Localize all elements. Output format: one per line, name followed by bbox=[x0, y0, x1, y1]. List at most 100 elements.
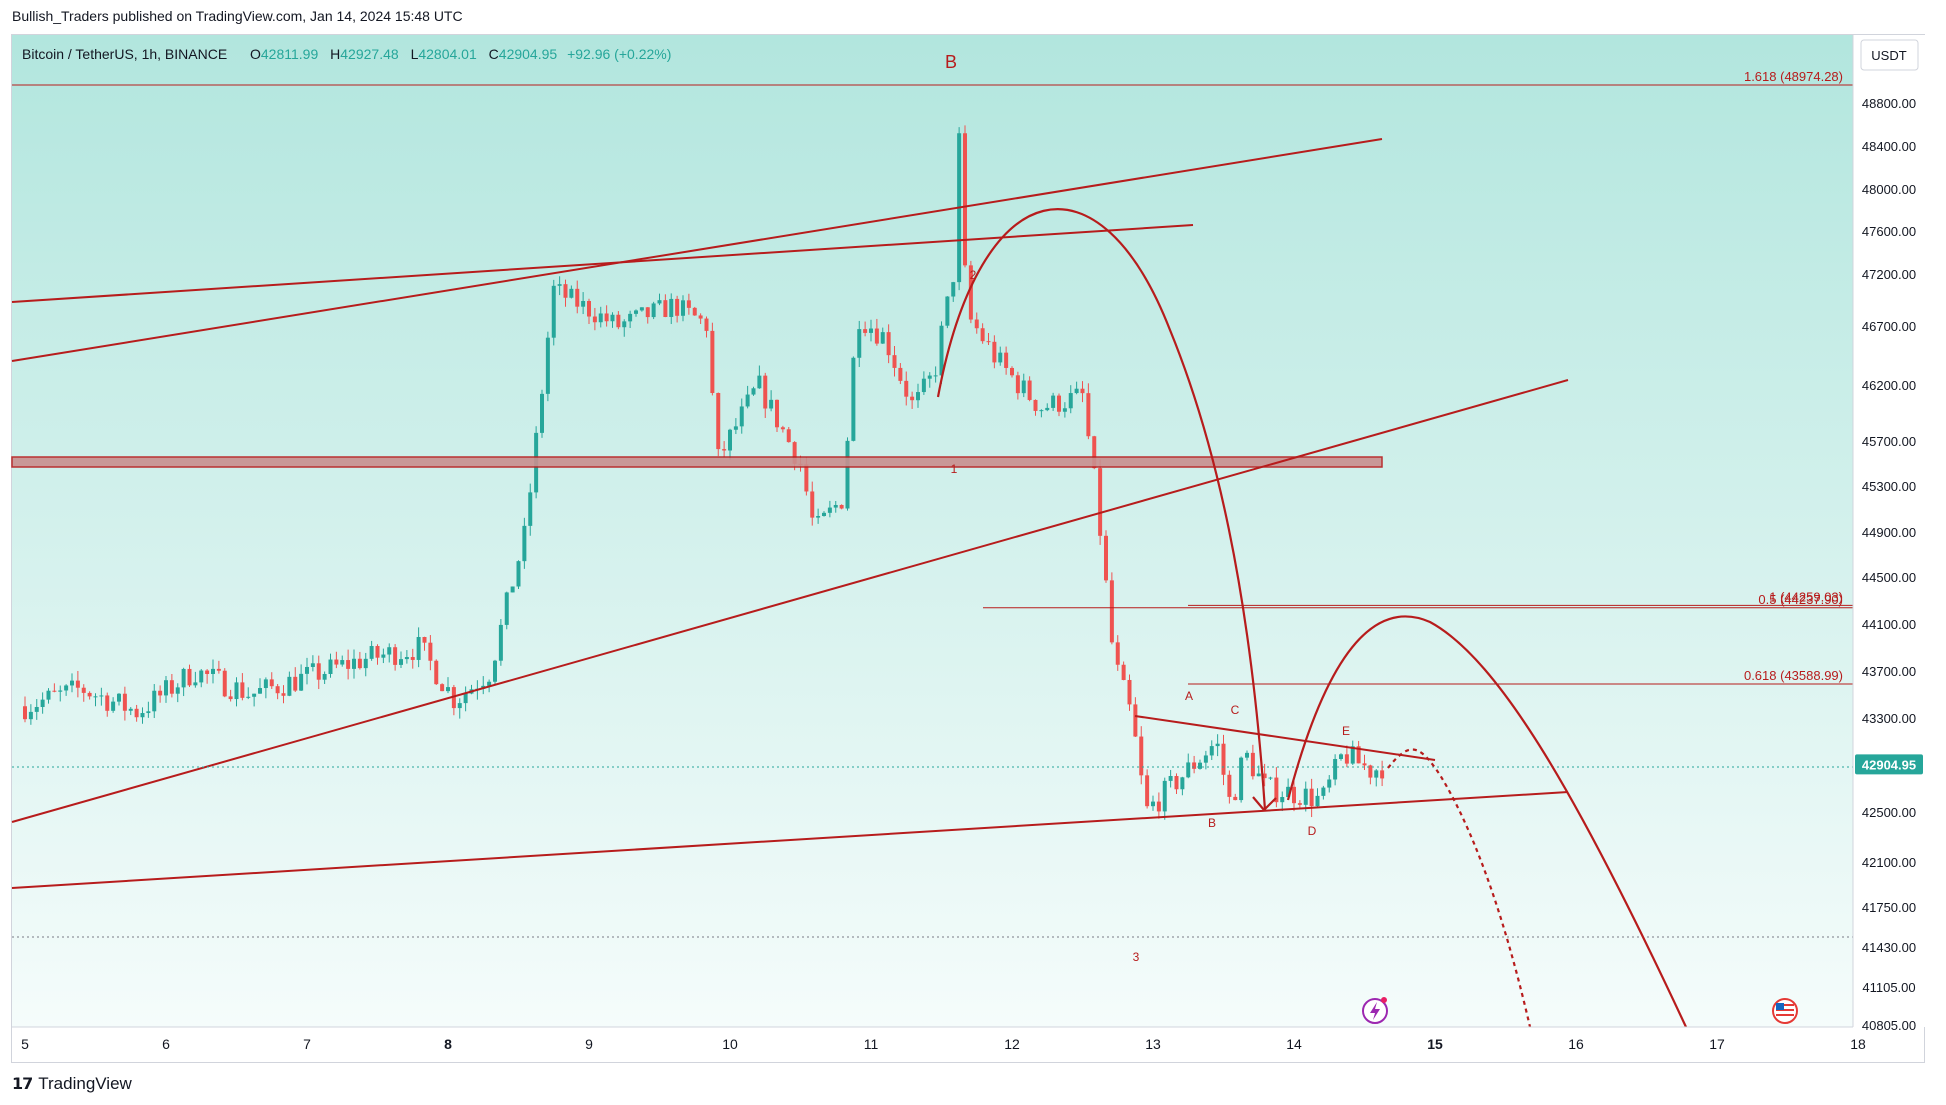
candle-body bbox=[992, 341, 997, 363]
trendline-upper-b bbox=[11, 138, 1383, 362]
wave-label: E bbox=[1342, 724, 1350, 738]
time-tick-label: 10 bbox=[722, 1036, 738, 1052]
candle-body bbox=[1256, 773, 1261, 777]
wave-label: 1 bbox=[951, 462, 958, 476]
candle-body bbox=[557, 284, 562, 286]
chart-background bbox=[12, 35, 1853, 1027]
candle-body bbox=[40, 699, 45, 707]
legend-ohlc: O42811.99 H42927.48 L42804.01 C42904.95 … bbox=[250, 46, 671, 62]
candle-body bbox=[581, 301, 586, 307]
candle-body bbox=[910, 396, 915, 401]
lightning-icon[interactable] bbox=[1362, 997, 1388, 1024]
channel-line-rising bbox=[11, 379, 1569, 823]
time-tick-label: 16 bbox=[1568, 1036, 1584, 1052]
candle-body bbox=[99, 695, 104, 697]
candle-body bbox=[310, 663, 315, 667]
candle-body bbox=[587, 301, 591, 317]
time-axis-ticks[interactable]: 5 6 7 8 9 10 11 12 13 14 15 16 17 18 bbox=[21, 1036, 1866, 1052]
resistance-zone bbox=[11, 456, 1383, 468]
candle-body bbox=[1174, 775, 1179, 790]
candle-body bbox=[328, 659, 333, 674]
price-tick-label: 43300.00 bbox=[1862, 711, 1916, 726]
candle-body bbox=[780, 427, 785, 430]
candle-body bbox=[728, 429, 732, 451]
candle-body bbox=[733, 426, 738, 430]
candle-body bbox=[111, 701, 116, 711]
time-tick-label: 11 bbox=[864, 1036, 879, 1052]
price-tick-label: 47600.00 bbox=[1862, 224, 1916, 239]
candle-body bbox=[387, 647, 392, 655]
candle-body bbox=[551, 285, 556, 338]
price-tick-label: 44900.00 bbox=[1862, 525, 1916, 540]
flag-icon[interactable] bbox=[1772, 998, 1798, 1024]
candle-body bbox=[786, 429, 791, 443]
fib-level-label: 0.618 (43588.99) bbox=[1744, 668, 1843, 683]
candle-body bbox=[1068, 393, 1073, 409]
candle-body bbox=[827, 507, 832, 513]
tradingview-brand[interactable]: 𝟭𝟳 TradingView bbox=[12, 1074, 132, 1094]
candle-body bbox=[816, 515, 821, 518]
price-tick-label: 42100.00 bbox=[1862, 855, 1916, 870]
candle-body bbox=[1121, 664, 1126, 680]
candle-body bbox=[70, 680, 74, 686]
candle-body bbox=[775, 399, 779, 428]
legend-symbol: Bitcoin / TetherUS, 1h, BINANCE bbox=[22, 46, 227, 62]
candle-body bbox=[886, 332, 891, 356]
candle-body bbox=[211, 668, 215, 674]
time-tick-label: 5 bbox=[21, 1036, 29, 1052]
candle-body bbox=[46, 690, 51, 700]
candle-body bbox=[833, 504, 838, 508]
candle-body bbox=[316, 663, 321, 680]
candle-body bbox=[87, 692, 92, 697]
currency-button[interactable]: USDT bbox=[1860, 39, 1919, 71]
candle-body bbox=[493, 660, 497, 682]
candle-body bbox=[352, 658, 356, 669]
candle-body bbox=[1033, 399, 1038, 411]
candle-body bbox=[1203, 755, 1208, 763]
candle-body bbox=[128, 708, 133, 711]
price-axis-ticks: 48800.00 48400.00 48000.00 47600.00 47200.00… bbox=[1862, 96, 1916, 1033]
candle-body bbox=[610, 314, 615, 322]
candle-body bbox=[1215, 743, 1220, 747]
candle-body bbox=[980, 328, 985, 342]
candle-body bbox=[510, 586, 515, 593]
time-tick-label: 17 bbox=[1709, 1036, 1725, 1052]
candle-body bbox=[1139, 736, 1144, 776]
price-tick-label: 45300.00 bbox=[1862, 479, 1916, 494]
candle-body bbox=[963, 133, 967, 266]
candle-body bbox=[1010, 367, 1014, 376]
candle-body bbox=[275, 686, 280, 694]
price-tick-label: 41750.00 bbox=[1862, 900, 1916, 915]
candle-body bbox=[1145, 775, 1150, 807]
candle-body bbox=[504, 592, 509, 625]
candle-body bbox=[1286, 786, 1291, 798]
candle-body bbox=[1115, 642, 1120, 665]
candle-body bbox=[1292, 786, 1296, 804]
candle-body bbox=[634, 310, 638, 314]
candle-body bbox=[175, 687, 180, 694]
candle-body bbox=[1274, 777, 1279, 803]
candle-body bbox=[357, 658, 362, 669]
candle-body bbox=[381, 654, 386, 658]
candle-body bbox=[193, 682, 198, 686]
candle-body bbox=[1280, 797, 1285, 803]
candle-body bbox=[1268, 777, 1273, 779]
candle-body bbox=[93, 696, 98, 698]
candle-body bbox=[1209, 746, 1214, 756]
candle-body bbox=[716, 393, 721, 450]
price-tick-label: 48400.00 bbox=[1862, 139, 1916, 154]
candle-body bbox=[187, 668, 192, 686]
time-tick-label: 18 bbox=[1850, 1036, 1866, 1052]
candle-body bbox=[1098, 468, 1103, 536]
time-tick-label: 7 bbox=[303, 1036, 311, 1052]
price-axis[interactable] bbox=[1853, 35, 1925, 1027]
candle-body bbox=[598, 313, 603, 323]
candle-body bbox=[628, 313, 633, 322]
time-tick-label: 13 bbox=[1145, 1036, 1161, 1052]
candle-body bbox=[52, 690, 57, 692]
candle-body bbox=[293, 676, 298, 691]
candle-body bbox=[921, 378, 926, 393]
candle-body bbox=[169, 680, 174, 694]
candle-body bbox=[792, 442, 797, 464]
